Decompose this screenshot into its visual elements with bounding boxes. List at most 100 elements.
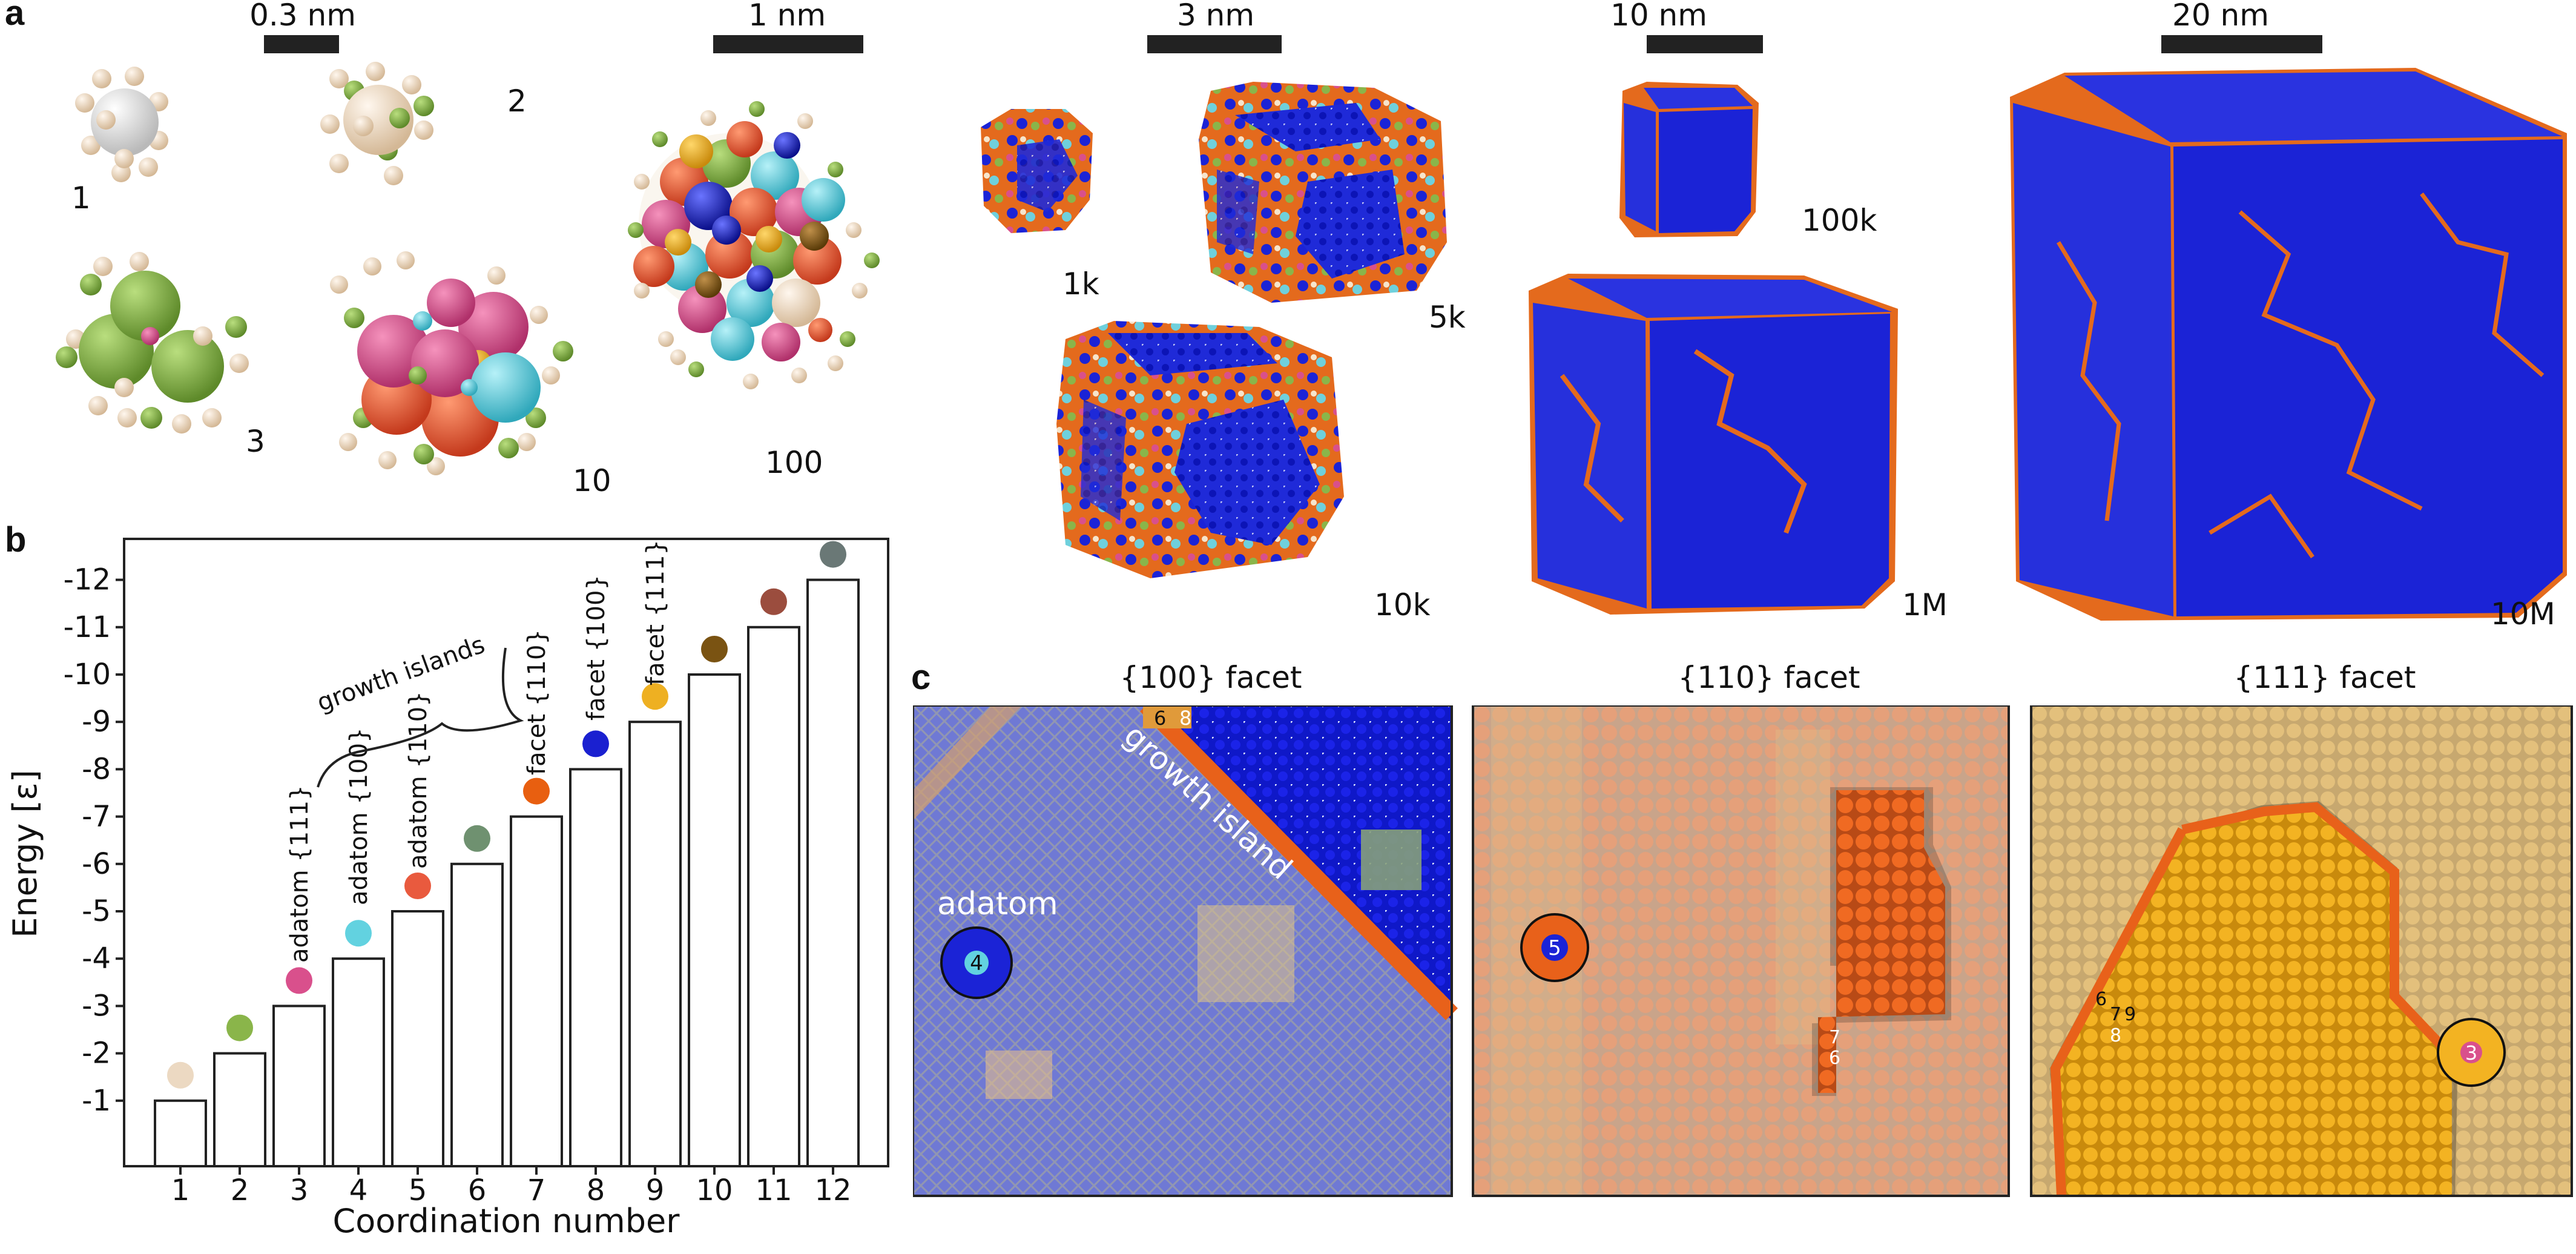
facet-111-number-6: 6 (2095, 989, 2107, 1010)
y-tick-label: -5 (82, 894, 111, 928)
sphere-marker-cn-2 (226, 1014, 253, 1041)
scale-bar-label-20nm: 20 nm (2172, 0, 2269, 33)
y-tick-label: -11 (64, 610, 111, 644)
scale-bar-label-10nm: 10 nm (1610, 0, 1707, 33)
cluster-label-10M: 10M (2491, 596, 2555, 632)
facet-110-number-5: 5 (1548, 936, 1561, 960)
cluster-label-1M: 1M (1902, 587, 1948, 622)
facet-110-number-7: 7 (1829, 1027, 1840, 1048)
bar-cn-7 (510, 815, 563, 1168)
cluster-label-10k: 10k (1374, 587, 1431, 622)
x-tick-label: 5 (409, 1173, 427, 1207)
annotation-facet-111: facet {111} (642, 540, 670, 685)
x-tick-label: 8 (587, 1173, 605, 1207)
sphere-marker-cn-9 (642, 683, 668, 710)
y-tick-label: -6 (82, 847, 111, 881)
panel-label-a: a (5, 0, 25, 33)
facet-111-number-9: 9 (2124, 1004, 2136, 1025)
growth-islands-brace (317, 647, 524, 788)
cluster-label-100: 100 (765, 445, 823, 480)
sphere-marker-cn-10 (701, 636, 728, 662)
chart-frame (123, 538, 889, 1167)
nanocrystal-10M (2010, 68, 2567, 621)
y-tick-label: -2 (82, 1037, 111, 1071)
scale-bar-0p3nm (264, 35, 339, 53)
annotation-adatom-111: adatom {111} (286, 785, 314, 963)
energy-bar-chart: -1-2-3-4-5-6-7-8-9-10-11-12 1 2 3 4 5 6 7 8 9 10 1… (6, 538, 889, 1240)
cluster-10 (330, 251, 573, 475)
scale-bar-label-0p3nm: 0.3 nm (249, 0, 356, 33)
sphere-marker-cn-8 (582, 730, 609, 757)
cluster-1 (75, 67, 168, 182)
cluster-label-100k: 100k (1802, 203, 1877, 238)
scale-bar-1nm (713, 35, 863, 53)
small-clusters-illustration (56, 62, 880, 475)
cluster-3 (56, 252, 249, 434)
y-tick-label: -1 (82, 1084, 111, 1118)
panel-label-c: c (911, 658, 931, 697)
scale-bar-label-3nm: 3 nm (1176, 0, 1255, 33)
scale-bar-20nm (2161, 35, 2322, 53)
x-tick-label: 9 (646, 1173, 665, 1207)
annotation-adatom-100: adatom {100} (345, 728, 373, 906)
y-tick-label: -12 (64, 563, 111, 597)
sphere-marker-cn-1 (167, 1061, 194, 1089)
sphere-marker-cn-7 (523, 777, 550, 805)
facet-title-110: {110} facet (1678, 660, 1860, 695)
cluster-label-1: 1 (71, 180, 91, 216)
facet-100-adatom-label: adatom (937, 886, 1058, 922)
bar-cn-6 (450, 862, 504, 1167)
cluster-2 (320, 62, 434, 185)
x-tick-label: 10 (696, 1173, 733, 1207)
facet-100-number-8: 8 (1179, 707, 1191, 730)
bar-cn-11 (747, 625, 800, 1168)
facet-title-111: {111} facet (2233, 660, 2416, 695)
y-axis-label: Energy [ε] (6, 770, 44, 938)
facet-100-number-6: 6 (1154, 707, 1166, 730)
nanocrystal-100k (1619, 82, 1759, 237)
bar-cn-10 (688, 673, 741, 1167)
facet-100-number-4: 4 (970, 951, 983, 975)
sphere-marker-cn-11 (760, 588, 787, 615)
y-tick-label: -7 (82, 800, 111, 834)
facet-111-number-8: 8 (2110, 1025, 2121, 1046)
annotation-facet-100: facet {100} (582, 575, 610, 721)
x-tick-label: 2 (231, 1173, 249, 1207)
x-tick-label: 11 (755, 1173, 792, 1207)
large-nanocrystals-illustration (981, 68, 2567, 621)
y-tick-label: -9 (82, 705, 111, 739)
bar-cn-9 (628, 721, 682, 1167)
x-axis-label: Coordination number (333, 1202, 680, 1240)
bar-cn-12 (806, 578, 860, 1168)
facet-111-number-3: 3 (2465, 1041, 2477, 1064)
y-tick-label: -3 (82, 989, 111, 1023)
facet-110-panel: 5 7 6 (1472, 705, 2010, 1197)
facet-111-panel: 3 6 7 9 8 (2030, 705, 2573, 1197)
facet-panels: 4 adatom growth island 6 8 5 7 6 3 6 7 9… (913, 705, 2573, 1197)
facet-111-number-7: 7 (2110, 1004, 2121, 1025)
panel-label-b: b (5, 520, 27, 559)
x-tick-label: 4 (349, 1173, 368, 1207)
y-tick-label: -10 (64, 658, 111, 691)
x-tick-label: 3 (290, 1173, 309, 1207)
x-tick-label: 7 (527, 1173, 546, 1207)
sphere-marker-cn-12 (820, 541, 846, 568)
cluster-label-2: 2 (507, 84, 527, 119)
y-tick-label: -4 (82, 942, 111, 975)
nanocrystal-5k (1199, 82, 1447, 303)
scale-bar-label-1nm: 1 nm (748, 0, 826, 33)
bar-cn-4 (332, 957, 385, 1167)
scale-bar-10nm (1647, 35, 1763, 53)
x-tick-label: 6 (468, 1173, 487, 1207)
sphere-marker-cn-6 (464, 825, 490, 852)
annotation-adatom-110: adatom {110} (404, 691, 432, 870)
cluster-label-1k: 1k (1062, 266, 1099, 302)
nanocrystal-10k (1056, 321, 1344, 578)
bar-cn-5 (391, 910, 444, 1167)
sphere-marker-cn-3 (286, 967, 312, 994)
cluster-label-3: 3 (246, 424, 265, 459)
sphere-marker-cn-4 (345, 920, 372, 947)
sphere-marker-cn-5 (404, 873, 431, 899)
y-tick-label: -8 (82, 752, 111, 786)
cluster-100 (628, 101, 880, 389)
